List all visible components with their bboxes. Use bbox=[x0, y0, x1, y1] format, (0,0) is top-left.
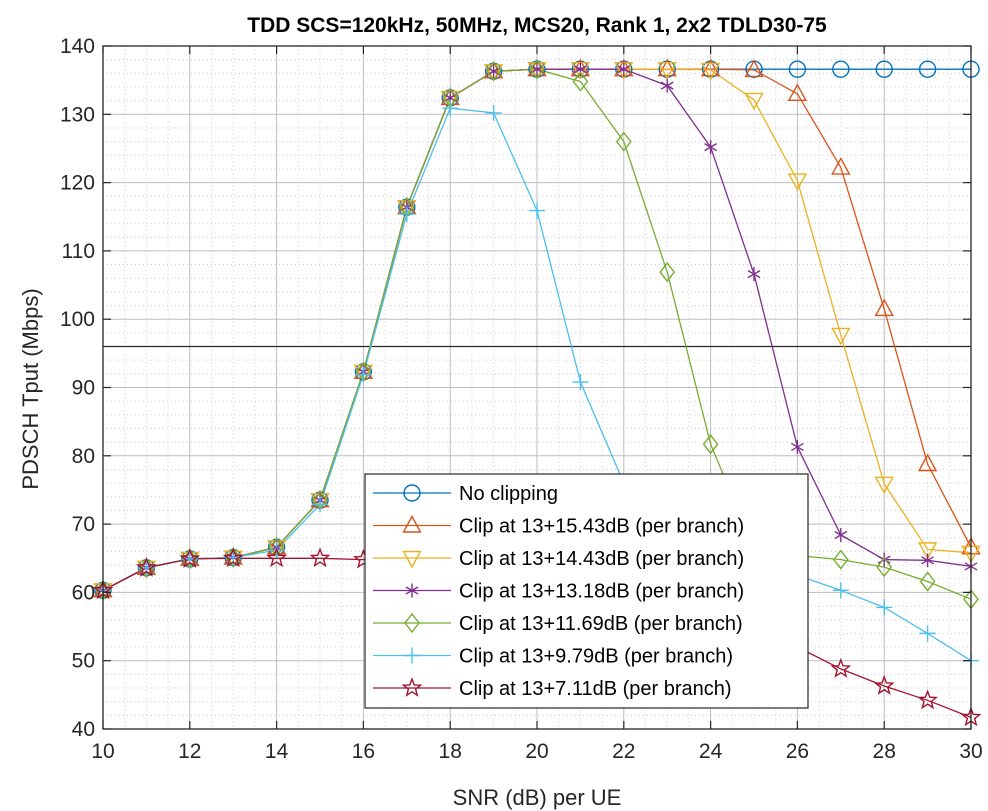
data-point-6 bbox=[486, 105, 502, 121]
y-tick-label: 80 bbox=[72, 445, 95, 468]
x-tick-label: 24 bbox=[699, 740, 723, 763]
x-tick-label: 18 bbox=[439, 740, 462, 763]
x-tick-label: 16 bbox=[352, 740, 375, 763]
legend-label: Clip at 13+11.69dB (per branch) bbox=[459, 613, 743, 635]
x-tick-label: 12 bbox=[178, 740, 201, 763]
legend-label: Clip at 13+13.18dB (per branch) bbox=[459, 581, 744, 603]
y-tick-label: 70 bbox=[72, 513, 95, 536]
data-point-4 bbox=[791, 440, 803, 454]
y-tick-label: 140 bbox=[60, 35, 95, 58]
x-axis-label: SNR (dB) per UE bbox=[453, 785, 622, 810]
y-tick-label: 110 bbox=[62, 240, 95, 263]
y-tick-label: 60 bbox=[72, 581, 95, 604]
legend-label: No clipping bbox=[459, 483, 558, 505]
y-axis-label: PDSCH Tput (Mbps) bbox=[18, 288, 43, 489]
x-tick-label: 14 bbox=[265, 740, 289, 763]
data-point-6 bbox=[833, 582, 849, 598]
data-point-6 bbox=[529, 203, 545, 219]
legend-label: Clip at 13+14.43dB (per branch) bbox=[459, 548, 744, 570]
data-point-6 bbox=[876, 599, 892, 615]
y-tick-label: 130 bbox=[60, 103, 95, 126]
y-tick-label: 100 bbox=[60, 308, 95, 331]
y-tick-label: 50 bbox=[72, 650, 95, 673]
x-tick-label: 20 bbox=[525, 740, 548, 763]
data-point-7 bbox=[919, 691, 936, 707]
x-tick-label: 30 bbox=[959, 740, 982, 763]
chart-title: TDD SCS=120kHz, 50MHz, MCS20, Rank 1, 2x… bbox=[247, 14, 827, 37]
y-tick-label: 120 bbox=[60, 172, 95, 195]
x-tick-label: 22 bbox=[612, 740, 635, 763]
x-tick-label: 28 bbox=[873, 740, 896, 763]
legend-label: Clip at 13+15.43dB (per branch) bbox=[459, 516, 744, 538]
x-tick-label: 26 bbox=[786, 740, 809, 763]
data-point-4 bbox=[748, 267, 760, 281]
data-point-6 bbox=[920, 625, 936, 641]
data-point-4 bbox=[835, 528, 847, 542]
legend: No clipping Clip at 13+15.43dB (per branc… bbox=[365, 474, 808, 708]
y-tick-label: 90 bbox=[72, 377, 95, 400]
legend-label: Clip at 13+9.79dB (per branch) bbox=[459, 646, 733, 668]
x-tick-label: 10 bbox=[91, 740, 114, 763]
legend-label: Clip at 13+7.11dB (per branch) bbox=[459, 678, 732, 700]
y-tick-label: 40 bbox=[72, 718, 95, 741]
